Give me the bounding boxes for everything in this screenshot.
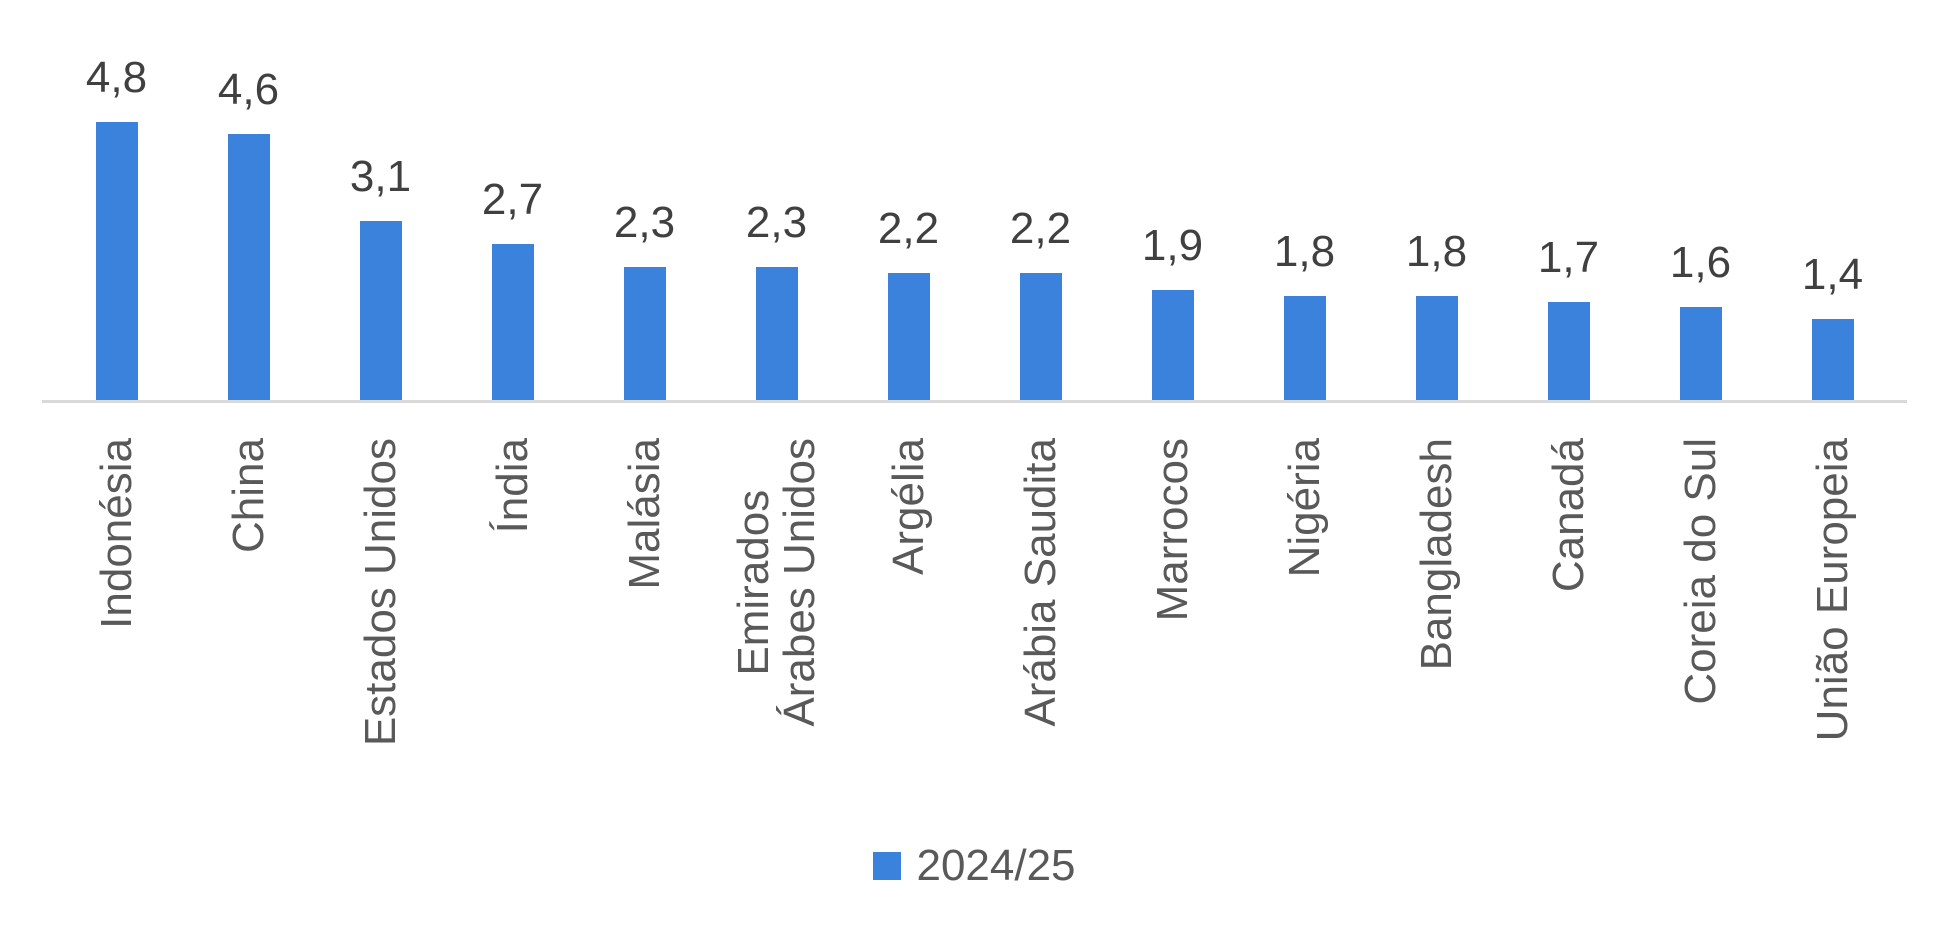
value-label: 2,7	[481, 174, 544, 224]
value-label: 1,8	[1273, 226, 1336, 276]
value-label: 2,3	[745, 197, 808, 247]
value-label: 2,2	[1009, 203, 1072, 253]
category-label-line: China	[223, 438, 273, 553]
category-label-line: União Europeia	[1807, 438, 1857, 742]
bar	[1811, 318, 1854, 400]
value-label: 2,3	[613, 197, 676, 247]
category-label: Indonésia	[91, 438, 141, 629]
category-label: Arábia Saudita	[1015, 438, 1065, 727]
bar	[1019, 272, 1062, 400]
category-label-line: Marrocos	[1147, 438, 1197, 622]
bar	[1151, 289, 1194, 400]
category-label-line: Coreia do Sul	[1675, 438, 1725, 705]
value-label: 1,6	[1669, 238, 1732, 288]
value-label: 1,9	[1141, 220, 1204, 270]
legend-label: 2024/25	[916, 841, 1076, 890]
category-label-line: Canadá	[1543, 438, 1593, 593]
value-label: 4,8	[85, 53, 148, 103]
category-label-line: Nigéria	[1279, 438, 1329, 578]
bar	[1547, 301, 1590, 400]
x-axis-line	[42, 400, 1907, 403]
legend: 2024/25	[0, 844, 1949, 888]
legend-swatch	[873, 852, 902, 880]
value-label: 2,2	[877, 203, 940, 253]
category-label-line: Índia	[487, 438, 537, 534]
bar	[755, 266, 798, 400]
bar	[1283, 295, 1326, 400]
bar	[359, 220, 402, 400]
category-label: Bangladesh	[1411, 438, 1461, 671]
category-label: Nigéria	[1279, 438, 1329, 578]
category-label: Marrocos	[1147, 438, 1197, 622]
bar	[887, 272, 930, 400]
value-label: 3,1	[349, 151, 412, 201]
category-label-line: Emirados	[728, 489, 778, 676]
category-label: Malásia	[619, 438, 669, 590]
category-label-line: Argélia	[883, 438, 933, 575]
category-label: Estados Unidos	[355, 438, 405, 747]
category-label: Coreia do Sul	[1675, 438, 1725, 705]
category-label-line: Malásia	[619, 438, 669, 590]
bar	[623, 266, 666, 400]
bar	[227, 133, 270, 400]
value-label: 1,4	[1801, 249, 1864, 299]
value-label: 1,8	[1405, 226, 1468, 276]
category-label-line: Arábia Saudita	[1015, 438, 1065, 727]
category-label: Canadá	[1543, 438, 1593, 593]
category-label-line: Árabes Unidos	[774, 438, 824, 727]
category-label-line: Indonésia	[91, 438, 141, 629]
bar	[491, 243, 534, 400]
bar	[95, 122, 138, 400]
category-label-line: Bangladesh	[1411, 438, 1461, 671]
category-label: Índia	[487, 438, 537, 534]
category-label: União Europeia	[1807, 438, 1857, 742]
value-label: 4,6	[217, 64, 280, 114]
category-label: Argélia	[883, 438, 933, 575]
category-label: Emirados Árabes Unidos	[728, 438, 824, 727]
value-label: 1,7	[1537, 232, 1600, 282]
bar	[1679, 307, 1722, 400]
category-label-line: Estados Unidos	[355, 438, 405, 747]
bar	[1415, 295, 1458, 400]
category-label: China	[223, 438, 273, 553]
